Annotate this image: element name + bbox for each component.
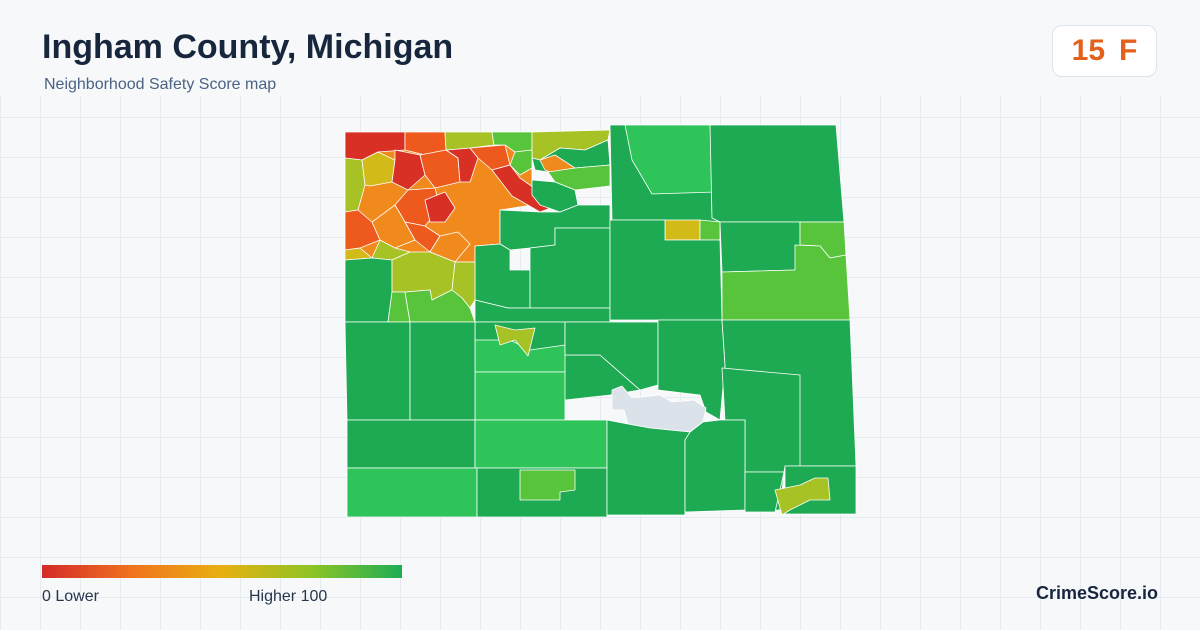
map-region[interactable] xyxy=(474,243,531,309)
legend-low-label: 0 Lower xyxy=(42,588,99,605)
legend-high-label: Higher 100 xyxy=(249,588,328,605)
map-region[interactable] xyxy=(609,219,723,321)
score-value: 15 xyxy=(1071,34,1106,67)
map-region[interactable] xyxy=(346,467,478,518)
map-region[interactable] xyxy=(424,191,456,223)
page-title: Ingham County, Michigan xyxy=(42,28,454,66)
map-region[interactable] xyxy=(474,371,566,421)
map-region[interactable] xyxy=(444,131,495,151)
map-region[interactable] xyxy=(774,477,831,516)
map-region[interactable] xyxy=(344,257,393,323)
score-grade: F xyxy=(1119,34,1138,67)
page-subtitle: Neighborhood Safety Score map xyxy=(44,76,277,93)
map-region[interactable] xyxy=(719,221,801,273)
score-badge: 15 F xyxy=(1052,25,1157,77)
map-region[interactable] xyxy=(606,419,691,516)
header-band xyxy=(0,0,1200,96)
map-region[interactable] xyxy=(624,124,717,195)
map-region[interactable] xyxy=(474,419,608,469)
map-region[interactable] xyxy=(664,219,701,241)
map-region[interactable] xyxy=(344,157,366,213)
map-region[interactable] xyxy=(344,321,411,421)
legend-gradient xyxy=(42,565,402,578)
map-region[interactable] xyxy=(509,149,533,176)
map-region[interactable] xyxy=(709,124,845,223)
map-region[interactable] xyxy=(346,419,476,469)
map-region[interactable] xyxy=(494,324,536,357)
brand-label: CrimeScore.io xyxy=(1035,583,1158,603)
map-region[interactable] xyxy=(429,231,471,263)
map-region[interactable] xyxy=(409,321,476,421)
map-region-no-data xyxy=(611,385,707,433)
map-region[interactable] xyxy=(699,219,721,241)
map-region[interactable] xyxy=(519,469,576,501)
map-region[interactable] xyxy=(684,419,746,513)
map-region[interactable] xyxy=(744,471,785,513)
